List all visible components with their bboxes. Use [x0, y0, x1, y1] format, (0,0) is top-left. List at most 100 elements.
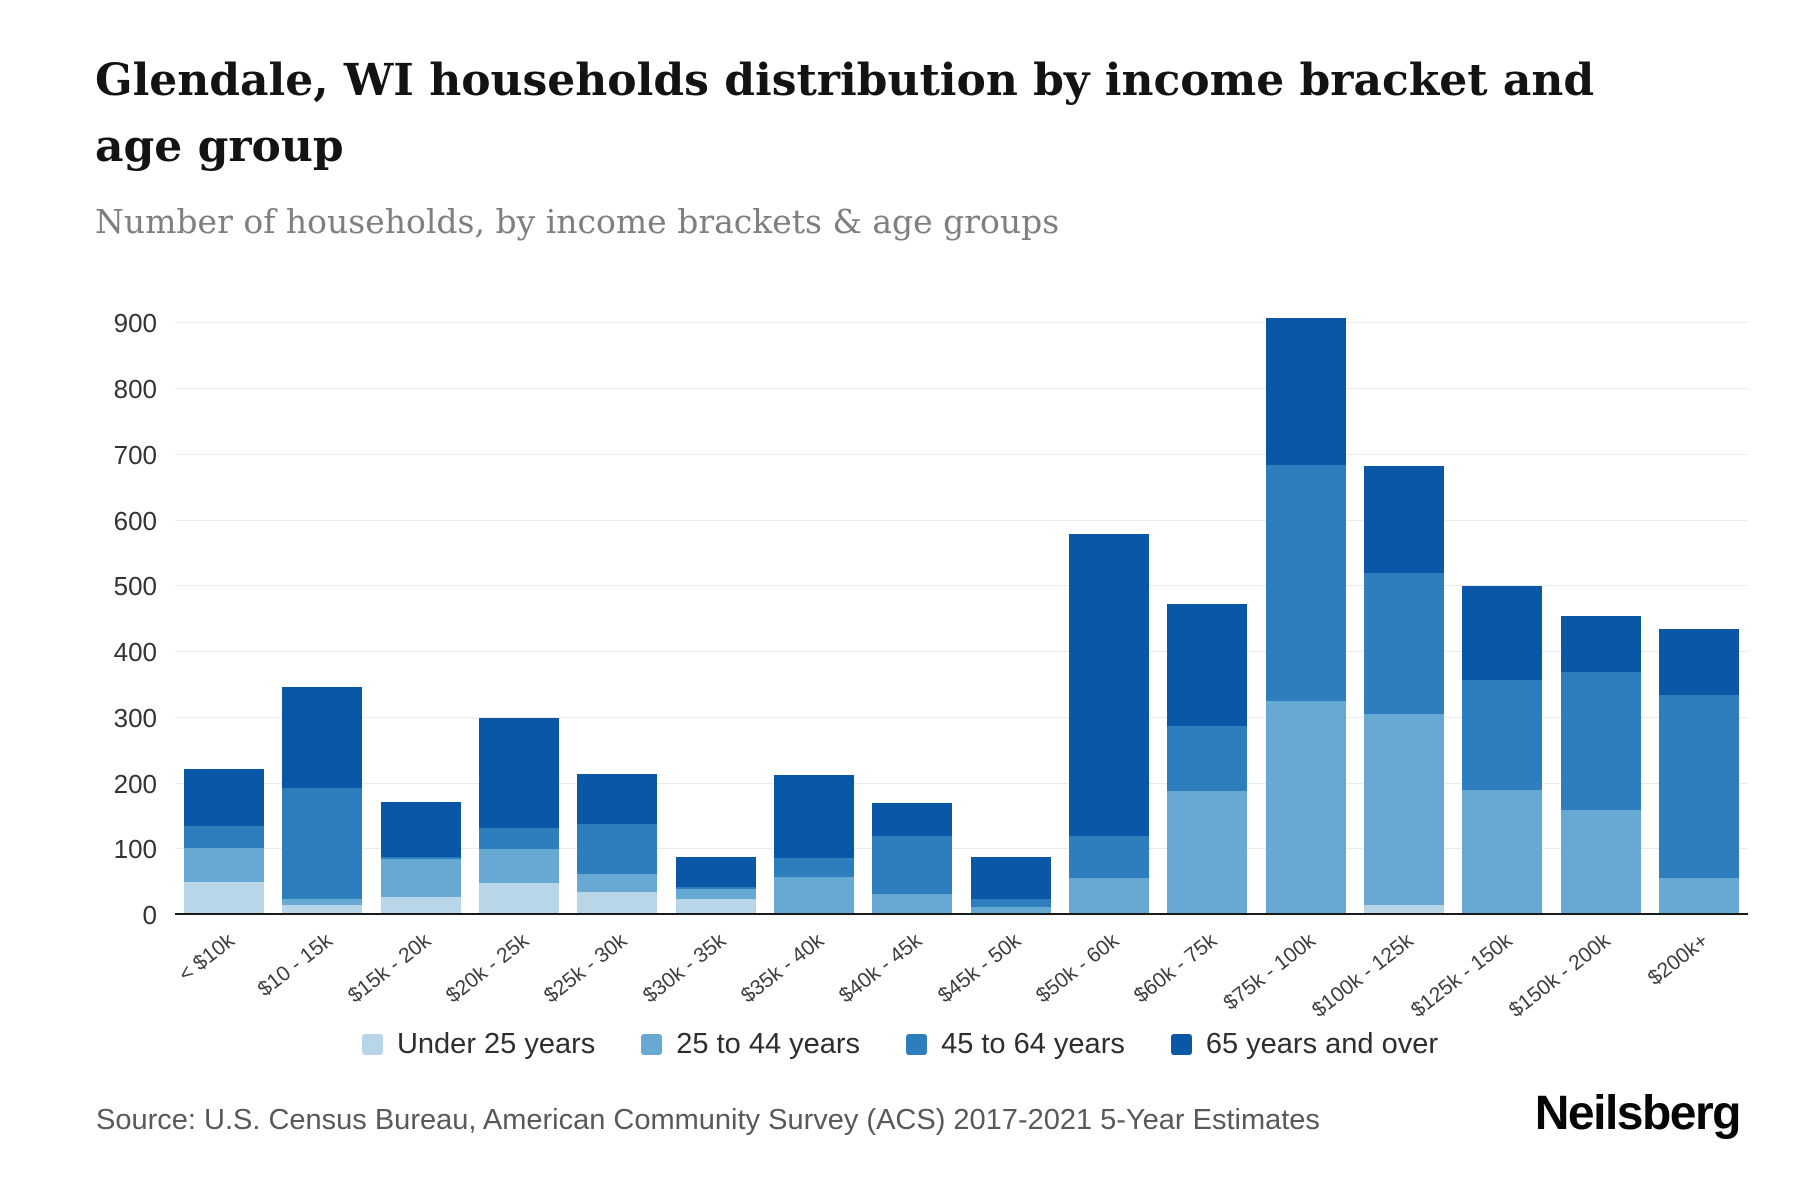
bar-segment: [380, 857, 461, 860]
stacked-bar: [380, 801, 461, 915]
gridline: [175, 848, 1748, 850]
x-axis-label: $20k - 25k: [441, 929, 534, 1008]
bar-segment: [282, 905, 363, 915]
bar-segment: [774, 774, 855, 859]
bar-segment: [1560, 615, 1641, 672]
bar-segment: [380, 896, 461, 915]
legend-item: 25 to 44 years: [641, 1028, 860, 1061]
y-tick-label: 800: [113, 374, 157, 405]
gridline: [175, 322, 1748, 324]
x-axis-label: $25k - 30k: [540, 929, 632, 1008]
stacked-bar: [282, 686, 363, 915]
bar-segment: [380, 801, 461, 858]
bar-segment: [184, 826, 265, 848]
legend-label: Under 25 years: [396, 1028, 596, 1060]
chart-subtitle: Number of households, by income brackets…: [95, 202, 1060, 241]
stacked-bar: [774, 774, 855, 915]
bar-segment: [282, 686, 363, 789]
bar-segment: [1265, 318, 1346, 465]
x-axis-label: $125k - 150k: [1406, 929, 1517, 1022]
stacked-bar: [675, 857, 756, 915]
bar-segment: [577, 773, 658, 825]
bar-segment: [675, 857, 756, 887]
bar-segment: [774, 876, 855, 915]
chart-header: Glendale, WI households distribution by …: [95, 48, 1655, 241]
gridline: [175, 782, 1748, 784]
bar-segment: [675, 888, 756, 899]
x-axis-label: < $10k: [174, 929, 239, 987]
bar-segment: [184, 847, 265, 883]
y-tick-label: 100: [113, 834, 157, 865]
gridline: [175, 453, 1748, 455]
stacked-bar: [1265, 318, 1346, 915]
y-tick-label: 700: [113, 439, 157, 470]
legend-label: 65 years and over: [1205, 1028, 1439, 1060]
stacked-bar: [1560, 615, 1641, 915]
x-axis-label: $150k - 200k: [1504, 929, 1615, 1022]
legend: Under 25 years 25 to 44 years 45 to 64 yea…: [0, 1028, 1800, 1061]
x-axis-label: $100k - 125k: [1308, 929, 1419, 1022]
bar-segment: [1265, 701, 1346, 915]
chart-title: Glendale, WI households distribution by …: [95, 55, 1595, 172]
bar-segment: [380, 859, 461, 897]
y-tick-label: 600: [113, 505, 157, 536]
y-tick-label: 200: [113, 768, 157, 799]
bar-segment: [970, 898, 1051, 908]
bar-segment: [577, 874, 658, 892]
x-axis-label: $40k - 45k: [835, 929, 927, 1008]
bar-segment: [1167, 725, 1248, 792]
bar-segment: [1462, 679, 1543, 791]
bar-segment: [577, 892, 658, 915]
bar-segment: [774, 858, 855, 877]
gridline: [175, 388, 1748, 390]
bar-segment: [675, 898, 756, 915]
x-axis-label: $50k - 60k: [1031, 929, 1124, 1008]
bar-segment: [282, 788, 363, 899]
bar-segment: [1658, 877, 1739, 915]
stacked-bar: [479, 717, 560, 915]
bar-segment: [1560, 671, 1641, 810]
stacked-bar: [1658, 629, 1739, 915]
x-axis-label: $30k - 35k: [638, 929, 730, 1008]
y-tick-label: 400: [113, 637, 157, 668]
y-tick-label: 900: [113, 308, 157, 339]
bar-segment: [970, 857, 1051, 899]
legend-label: 45 to 64 years: [941, 1028, 1125, 1060]
bar-segment: [872, 836, 953, 894]
legend-swatch: [906, 1034, 928, 1055]
legend-item: 65 years and over: [1170, 1028, 1439, 1061]
bar-segment: [1167, 791, 1248, 915]
legend-item: 45 to 64 years: [906, 1028, 1125, 1061]
x-axis-line: [175, 913, 1748, 915]
bar-segment: [1462, 790, 1543, 915]
bar-segment: [1363, 465, 1444, 574]
bar-segment: [577, 824, 658, 875]
gridline: [175, 651, 1748, 653]
bar-segment: [184, 769, 265, 827]
bar-segment: [675, 886, 756, 889]
bar-segment: [1167, 604, 1248, 726]
x-axis-label: $200k+: [1644, 929, 1714, 990]
bar-segment: [1068, 836, 1149, 878]
bar-segment: [970, 907, 1051, 915]
bar-segment: [1658, 629, 1739, 695]
y-tick-label: 300: [113, 702, 157, 733]
plot-area: 0 100 200 300 400 500 600 700 800 900: [114, 297, 1748, 929]
bar-segment: [282, 898, 363, 906]
bar-segment: [872, 893, 953, 915]
legend-swatch: [1170, 1034, 1192, 1055]
bar-segment: [1265, 464, 1346, 702]
x-axis-labels: < $10k $10 - 15k $15k - 20k $20k - 25k $25k …: [174, 915, 1748, 1025]
bar-segment: [872, 803, 953, 837]
bar-segment: [1068, 877, 1149, 915]
source-attribution: Source: U.S. Census Bureau, American Com…: [96, 1104, 1320, 1136]
y-tick-label: 0: [142, 900, 157, 930]
legend-swatch: [641, 1034, 663, 1055]
neilsberg-logo: Neilsberg: [1534, 1087, 1742, 1140]
x-axis-label: $35k - 40k: [736, 929, 829, 1008]
bar-segment: [1462, 586, 1543, 680]
bar-segment: [1068, 533, 1149, 837]
footer: Source: U.S. Census Bureau, American Com…: [0, 1086, 1800, 1141]
stacked-bar: [1167, 604, 1248, 915]
bar-segment: [1658, 694, 1739, 878]
